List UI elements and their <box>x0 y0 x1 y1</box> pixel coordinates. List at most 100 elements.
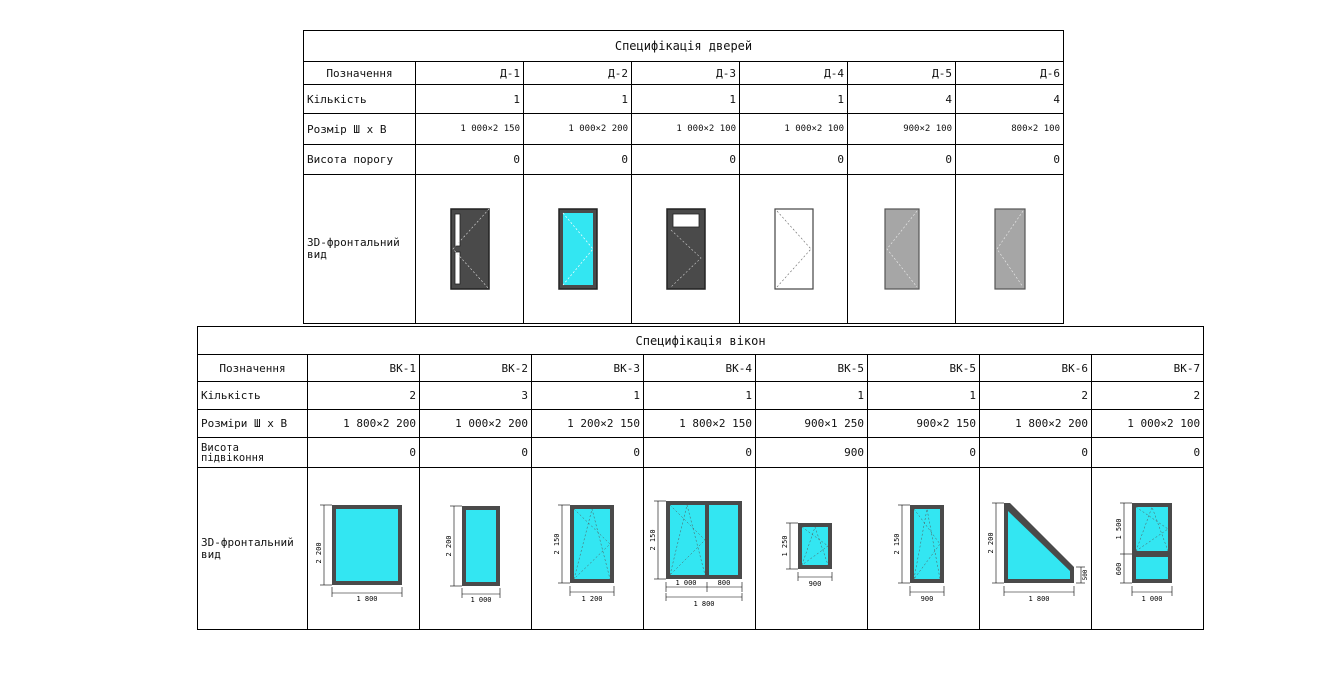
door-threshold: 0 <box>847 144 956 175</box>
dimension-label: 2 150 <box>893 533 901 554</box>
window-tilt-turn-icon: 2 150 1 200 <box>553 504 614 603</box>
window-designation: ВК-5 <box>867 354 980 382</box>
door-size: 800×2 100 <box>954 113 1065 145</box>
door-glazed-cyan-icon <box>557 208 598 290</box>
dimension-label: 1 000 <box>675 579 696 587</box>
window-small-icon: 1 250 900 <box>781 522 832 588</box>
window-view-cell: 2 150 1 000 800 1 800 <box>643 467 756 630</box>
dimension-label: 1 800 <box>693 600 714 608</box>
window-designation: ВК-4 <box>643 354 756 382</box>
door-threshold: 0 <box>415 144 524 175</box>
door-table-title: Специфікація дверей <box>302 30 1065 62</box>
dimension-label: 900 <box>808 580 821 588</box>
window-quantity: 2 <box>1090 381 1205 410</box>
dimension-label: 1 000 <box>470 596 491 604</box>
door-specification-table: Специфікація дверей Позначення Д-1 Д-2 Д… <box>302 30 1065 324</box>
window-quantity: 2 <box>307 381 420 410</box>
window-size: 900×1 250 <box>755 409 868 438</box>
window-sill-label-line1: Висота <box>201 441 239 454</box>
window-size: 1 800×2 150 <box>643 409 756 438</box>
dimension-label: 1 250 <box>781 535 789 556</box>
window-narrow-fixed-icon: 2 200 1 000 <box>445 505 500 604</box>
door-grey-narrow-icon <box>993 208 1026 290</box>
door-designation: Д-5 <box>847 61 956 85</box>
door-designation: Д-1 <box>415 61 524 85</box>
window-view-label: 3D-фронтальний вид <box>197 467 308 630</box>
door-designation: Д-6 <box>954 61 1065 85</box>
window-view-cell: 2 150 1 200 <box>531 467 644 630</box>
dimension-label: 1 800 <box>356 595 377 603</box>
window-sill-height: 0 <box>1090 437 1205 468</box>
window-size: 1 000×2 200 <box>419 409 532 438</box>
window-view-cell: 1 250 900 <box>755 467 868 630</box>
door-threshold: 0 <box>954 144 1065 175</box>
door-grey-icon <box>883 208 920 290</box>
window-size: 900×2 150 <box>867 409 980 438</box>
window-designation-label: Позначення <box>197 354 308 382</box>
door-dark-glass-strips-icon <box>449 208 490 290</box>
dimension-label: 2 200 <box>445 535 453 556</box>
window-sill-height: 900 <box>755 437 868 468</box>
window-size: 1 000×2 100 <box>1090 409 1205 438</box>
window-quantity: 1 <box>531 381 644 410</box>
dimension-label: 2 200 <box>987 532 995 553</box>
window-quantity: 1 <box>867 381 980 410</box>
window-tall-tilt-icon: 2 150 900 <box>893 504 944 603</box>
window-size: 1 200×2 150 <box>531 409 644 438</box>
window-quantity: 3 <box>419 381 532 410</box>
window-sill-height: 0 <box>419 437 532 468</box>
window-designation: ВК-2 <box>419 354 532 382</box>
window-view-cell: 2 200 500 1 800 <box>979 467 1092 630</box>
window-view-cell: 2 200 1 800 <box>307 467 420 630</box>
door-dark-with-vent-icon <box>665 208 706 290</box>
window-fixed-icon: 2 200 1 800 <box>315 504 402 603</box>
door-view-cell <box>739 174 848 324</box>
door-quantity: 4 <box>847 84 956 114</box>
window-designation: ВК-6 <box>979 354 1092 382</box>
door-threshold: 0 <box>739 144 848 175</box>
door-view-cell <box>631 174 740 324</box>
door-size: 900×2 100 <box>847 113 956 145</box>
window-sill-height: 0 <box>643 437 756 468</box>
window-quantity: 1 <box>755 381 868 410</box>
door-quantity-label: Кількість <box>303 84 416 114</box>
door-quantity: 1 <box>739 84 848 114</box>
window-table-title: Специфікація вікон <box>196 326 1205 355</box>
door-view-cell <box>523 174 632 324</box>
door-designation: Д-4 <box>739 61 848 85</box>
door-size: 1 000×2 100 <box>631 113 740 145</box>
window-size-label: Розміри Ш х В <box>197 409 308 438</box>
door-threshold-label: Висота порогу <box>303 144 416 175</box>
window-sill-height: 0 <box>979 437 1092 468</box>
dimension-label: 1 000 <box>1141 595 1162 603</box>
door-threshold: 0 <box>631 144 740 175</box>
door-size: 1 000×2 200 <box>523 113 632 145</box>
door-view-cell <box>847 174 956 324</box>
window-quantity-label: Кількість <box>197 381 308 410</box>
window-designation: ВК-1 <box>307 354 420 382</box>
window-sill-label: Висота підвіконня <box>197 437 308 468</box>
window-size: 1 800×2 200 <box>979 409 1092 438</box>
dimension-label: 800 <box>717 579 730 587</box>
window-sill-height: 0 <box>531 437 644 468</box>
window-quantity: 1 <box>643 381 756 410</box>
window-specification-table: Специфікація вікон Позначення ВК-1 ВК-2 … <box>196 326 1205 630</box>
dimension-label: 1 200 <box>581 595 602 603</box>
door-quantity: 4 <box>954 84 1065 114</box>
window-size: 1 800×2 200 <box>307 409 420 438</box>
window-sill-height: 0 <box>307 437 420 468</box>
door-designation: Д-3 <box>631 61 740 85</box>
window-trapezoid-icon: 2 200 500 1 800 <box>987 502 1088 603</box>
dimension-label: 1 800 <box>1028 595 1049 603</box>
dimension-label: 900 <box>920 595 933 603</box>
window-designation: ВК-3 <box>531 354 644 382</box>
door-designation: Д-2 <box>523 61 632 85</box>
door-quantity: 1 <box>523 84 632 114</box>
door-quantity: 1 <box>415 84 524 114</box>
window-view-cell: 1 500 600 1 000 <box>1090 467 1205 630</box>
dimension-label: 2 200 <box>315 542 323 563</box>
door-view-label: 3D-фронтальний вид <box>303 174 416 324</box>
dimension-label: 600 <box>1115 562 1123 575</box>
door-view-cell <box>954 174 1065 324</box>
window-transom-icon: 1 500 600 1 000 <box>1115 502 1172 603</box>
